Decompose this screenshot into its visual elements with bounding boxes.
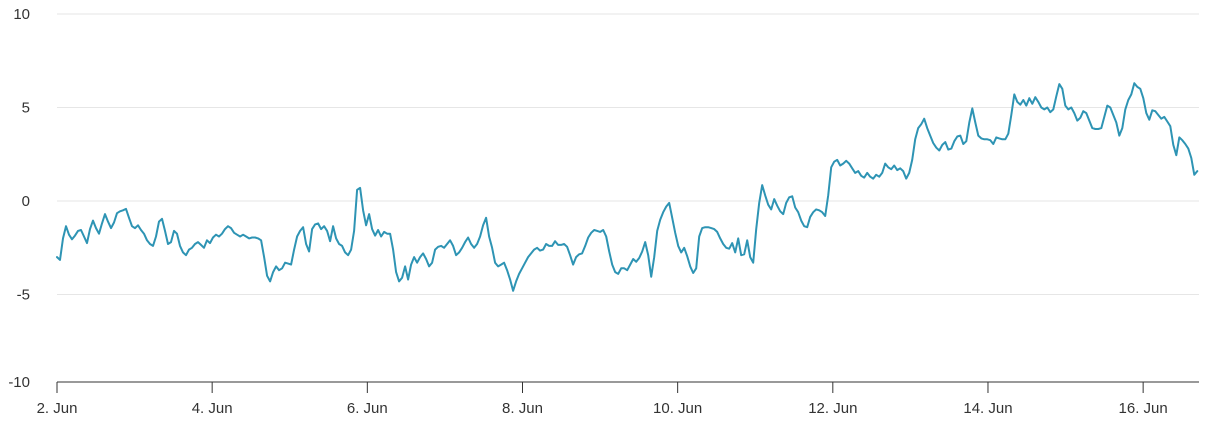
x-axis-label: 10. Jun [653, 400, 702, 417]
x-axis-label: 6. Jun [347, 400, 388, 417]
y-axis-label: -5 [17, 287, 30, 304]
series-line[interactable] [56, 82, 1199, 292]
x-axis-label: 8. Jun [502, 400, 543, 417]
y-axis-label: 0 [22, 193, 30, 210]
x-axis-label: 4. Jun [192, 400, 233, 417]
x-axis-label: 2. Jun [37, 400, 78, 417]
y-axis-label: -10 [8, 374, 30, 391]
y-axis-label: 5 [22, 100, 30, 117]
x-axis-label: 16. Jun [1119, 400, 1168, 417]
x-axis-label: 14. Jun [963, 400, 1012, 417]
x-axis-label: 12. Jun [808, 400, 857, 417]
y-axis-label: 10 [13, 6, 30, 23]
